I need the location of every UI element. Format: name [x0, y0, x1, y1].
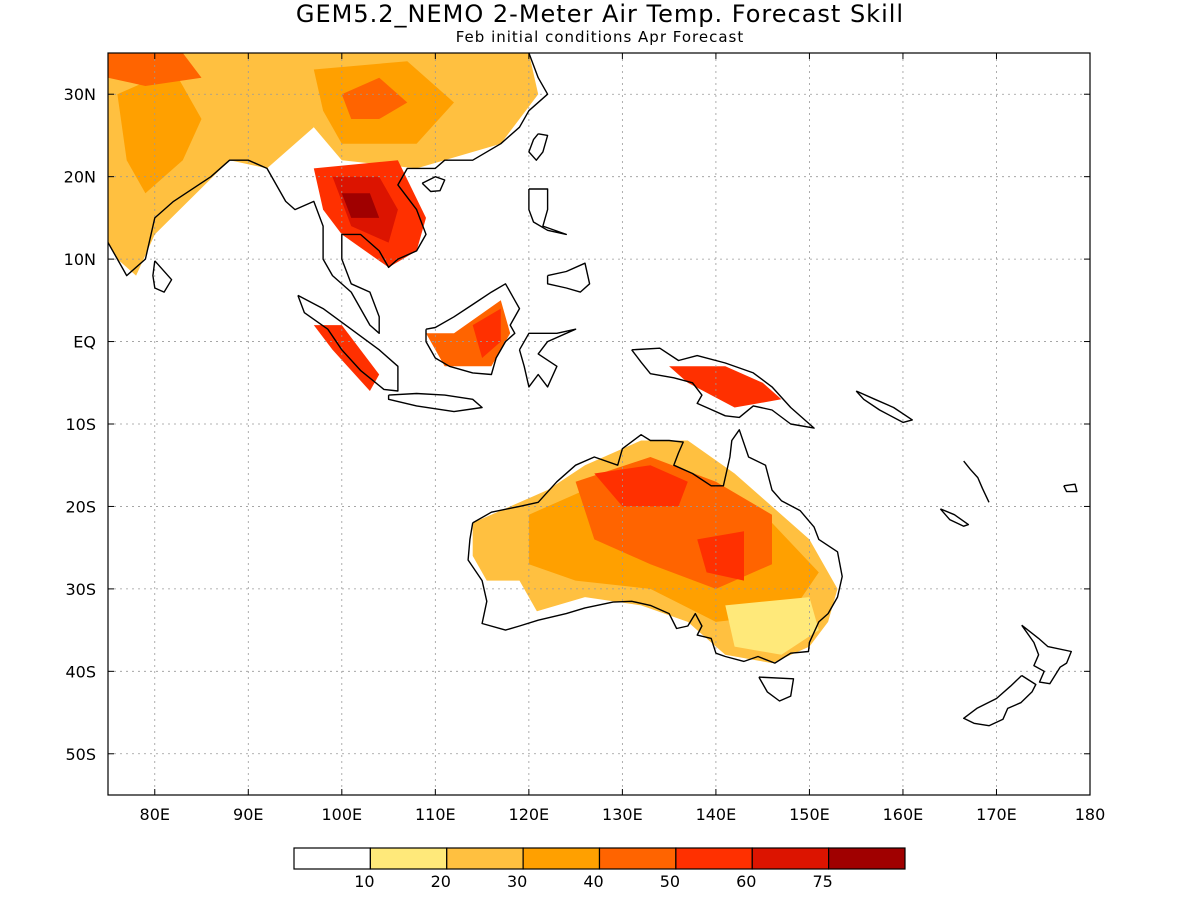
lon-tick-label: 130E	[602, 805, 643, 824]
coastline-vanuatu	[963, 460, 990, 503]
coastline-sulawesi	[518, 328, 577, 388]
lat-tick-label: 30N	[64, 85, 96, 104]
lat-tick-label: 20S	[65, 497, 96, 516]
coastline-new-caledonia	[939, 508, 970, 527]
lat-tick-label: 50S	[65, 745, 96, 764]
coastline-nz-north	[1021, 624, 1073, 685]
lon-tick-label: 80E	[140, 805, 170, 824]
lon-tick-label: 160E	[883, 805, 924, 824]
lon-tick-label: 180	[1075, 805, 1106, 824]
lat-tick-label: 20N	[64, 168, 96, 187]
coastline-sumatra	[297, 294, 399, 392]
skill-region-china-hot	[341, 77, 408, 119]
skill-region-sumatra	[313, 325, 380, 391]
colorbar-label: 20	[431, 872, 451, 891]
skill-region-indochina-peak	[341, 193, 380, 218]
lon-tick-label: 140E	[696, 805, 737, 824]
coastline-new-guinea	[631, 347, 815, 429]
colorbar-swatch	[293, 847, 371, 870]
lat-tick-label: 30S	[65, 580, 96, 599]
colorbar-swatch	[675, 847, 753, 870]
longitude-axis: 80E 90E 100E 110E 120E 130E 140E 150E 160E 170E 18…	[140, 53, 1106, 824]
colorbar-label: 30	[507, 872, 527, 891]
skill-region-australia-core2	[697, 531, 744, 581]
coastline-tasmania	[758, 676, 795, 702]
colorbar-swatch	[369, 847, 448, 870]
skill-region-new-guinea	[669, 366, 782, 408]
colorbar-label: 40	[583, 872, 603, 891]
colorbar-swatch	[522, 847, 601, 870]
colorbar-swatch	[751, 847, 830, 870]
lon-tick-label: 120E	[509, 805, 550, 824]
coastline-fiji	[1063, 483, 1078, 493]
skill-region-india-north-hot	[108, 53, 202, 86]
map-subtitle: Feb initial conditions Apr Forecast	[455, 28, 745, 46]
lon-tick-label: 150E	[789, 805, 830, 824]
coastline-mindanao	[546, 262, 591, 293]
lon-tick-label: 170E	[976, 805, 1017, 824]
skill-region-australia-sw-low	[482, 580, 539, 631]
colorbar-label: 75	[812, 872, 832, 891]
coastline-layer	[108, 53, 1078, 727]
colorbar-label: 10	[354, 872, 374, 891]
coastline-hainan	[421, 175, 446, 193]
grid-lines	[108, 53, 1090, 795]
colorbar-swatch	[828, 847, 906, 870]
coastline-nz-south	[963, 674, 1037, 727]
colorbar-swatch	[446, 847, 524, 870]
colorbar-swatch	[598, 847, 677, 870]
lat-tick-label: EQ	[73, 333, 96, 352]
coastline-india-coast	[108, 53, 549, 334]
latitude-axis: 30N 20N 10N EQ 10S 20S 30S 40S 50S	[64, 85, 1090, 764]
lon-tick-label: 100E	[321, 805, 362, 824]
coastline-solomon	[855, 390, 913, 424]
colorbar-label: 50	[660, 872, 680, 891]
skill-shading-layer	[108, 53, 838, 664]
skill-region-australia-south	[725, 597, 819, 655]
coastline-java	[387, 392, 483, 413]
lon-tick-label: 90E	[233, 805, 263, 824]
coastline-sri-lanka	[152, 260, 173, 293]
skill-region-india-core	[117, 69, 202, 194]
lat-tick-label: 10S	[65, 415, 96, 434]
coastline-taiwan	[528, 133, 549, 161]
colorbar-label: 60	[736, 872, 756, 891]
lat-tick-label: 10N	[64, 250, 96, 269]
coastline-australia	[467, 429, 843, 664]
coastline-borneo	[425, 283, 521, 376]
colorbar: 10 20 30 40 50 60 75	[293, 847, 906, 891]
skill-region-borneo-hot	[472, 308, 501, 358]
map-title: GEM5.2_NEMO 2-Meter Air Temp. Forecast S…	[295, 0, 905, 28]
lat-tick-label: 40S	[65, 662, 96, 681]
coastline-philippines-luzon	[528, 188, 567, 236]
skill-region-australia-core	[594, 465, 688, 507]
lon-tick-label: 110E	[415, 805, 456, 824]
